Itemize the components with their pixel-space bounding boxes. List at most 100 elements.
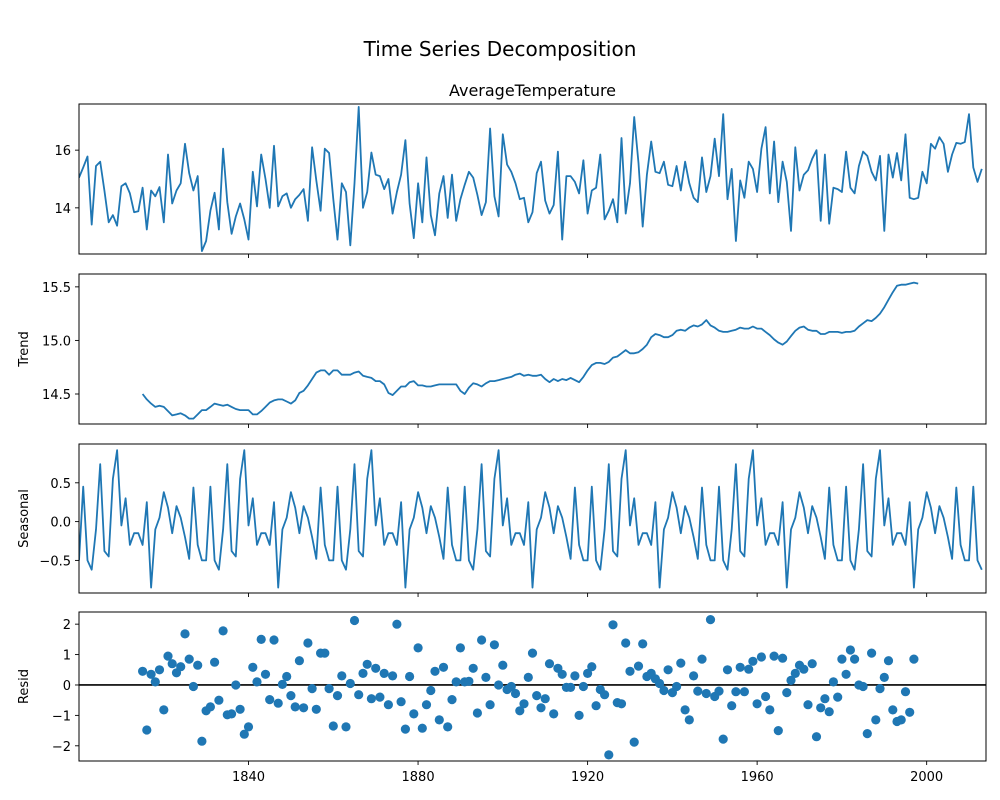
- resid-point: [138, 666, 148, 676]
- trend-ylabel: Trend: [17, 331, 32, 368]
- resid-point: [188, 681, 198, 692]
- resid-point: [799, 664, 809, 674]
- resid-point: [811, 732, 822, 742]
- resid-point: [845, 645, 856, 655]
- resid-point: [616, 699, 627, 709]
- resid-ytick-label: 0: [63, 679, 71, 694]
- resid-point: [184, 654, 194, 664]
- seasonal-series-line: [79, 449, 983, 589]
- resid-point: [841, 669, 851, 679]
- resid-point: [536, 703, 546, 713]
- resid-point: [748, 656, 758, 666]
- resid-point: [371, 663, 381, 673]
- resid-point: [383, 700, 393, 710]
- resid-point: [608, 620, 618, 630]
- resid-point: [824, 707, 834, 717]
- resid-point: [722, 665, 733, 675]
- xtick-label: 2000: [910, 770, 943, 785]
- resid-point: [557, 669, 567, 679]
- resid-point: [862, 729, 872, 739]
- resid-point: [803, 700, 813, 710]
- resid-point: [430, 666, 440, 676]
- resid-point: [159, 705, 169, 715]
- observed-panel-title: AverageTemperature: [449, 81, 616, 100]
- resid-point: [532, 691, 542, 701]
- resid-point: [282, 671, 292, 682]
- resid-point: [735, 662, 745, 672]
- resid-point: [205, 702, 215, 712]
- resid-point: [765, 705, 775, 715]
- resid-point: [417, 723, 427, 733]
- resid-data: [79, 615, 986, 760]
- seasonal-data: [79, 449, 983, 589]
- resid-point: [807, 659, 817, 669]
- resid-ytick-label: −2: [52, 740, 71, 755]
- resid-point: [438, 662, 449, 672]
- resid-point: [150, 677, 160, 687]
- trend-data: [141, 281, 919, 420]
- resid-point: [498, 660, 508, 670]
- resid-point: [277, 679, 287, 690]
- resid-point: [689, 671, 699, 681]
- resid-point: [269, 635, 279, 645]
- subplot-panels: AverageTemperature 14 16 Trend 14.5 15.0 15.5 S…: [17, 81, 987, 785]
- resid-point: [388, 671, 398, 681]
- resid-point: [341, 722, 351, 732]
- resid-point: [879, 672, 889, 683]
- resid-point: [231, 680, 241, 690]
- resid-point: [328, 721, 338, 731]
- observed-series-line: [79, 106, 983, 252]
- resid-point: [544, 659, 555, 669]
- resid-point: [837, 654, 847, 664]
- observed-ytick-label: 16: [54, 144, 71, 159]
- resid-point: [684, 715, 694, 725]
- resid-point: [769, 651, 779, 661]
- resid-point: [167, 659, 177, 669]
- resid-point: [362, 659, 372, 669]
- resid-point: [447, 695, 457, 705]
- resid-point: [676, 658, 686, 668]
- trend-axes-frame: [78, 273, 987, 425]
- resid-point: [883, 656, 894, 666]
- resid-point: [405, 671, 415, 682]
- resid-point: [629, 737, 639, 747]
- resid-point: [510, 688, 521, 699]
- resid-ytick-label: 1: [63, 649, 71, 664]
- resid-point: [714, 686, 724, 696]
- resid-point: [396, 697, 406, 707]
- resid-point: [739, 687, 750, 697]
- resid-point: [549, 709, 559, 719]
- resid-point: [485, 700, 495, 710]
- resid-point: [260, 669, 271, 679]
- resid-point: [464, 676, 474, 686]
- resid-point: [867, 648, 877, 658]
- resid-point: [786, 675, 796, 686]
- resid-point: [604, 750, 614, 760]
- resid-point: [578, 681, 589, 692]
- resid-point: [472, 708, 482, 718]
- panel-resid: Resid −2 −1 0 1 2 1840 1880 1920 1960 2000: [17, 611, 987, 785]
- resid-point: [481, 672, 491, 683]
- resid-point: [273, 698, 283, 708]
- resid-point: [633, 661, 644, 671]
- resid-point: [523, 672, 533, 683]
- resid-point: [243, 722, 254, 732]
- resid-point: [303, 638, 313, 648]
- resid-point: [180, 629, 190, 639]
- resid-point: [239, 729, 249, 739]
- resid-point: [307, 684, 317, 694]
- resid-point: [379, 668, 389, 679]
- seasonal-axes-frame: [78, 443, 987, 594]
- resid-point: [756, 652, 767, 662]
- resid-axes-frame: [78, 611, 987, 762]
- resid-point: [888, 705, 898, 715]
- resid-point: [409, 709, 419, 719]
- observed-data: [79, 106, 983, 252]
- figure-title: Time Series Decomposition: [363, 37, 637, 61]
- resid-point: [345, 678, 355, 689]
- resid-point: [705, 615, 716, 625]
- resid-point: [858, 681, 868, 692]
- resid-point: [850, 654, 860, 664]
- resid-point: [489, 640, 499, 650]
